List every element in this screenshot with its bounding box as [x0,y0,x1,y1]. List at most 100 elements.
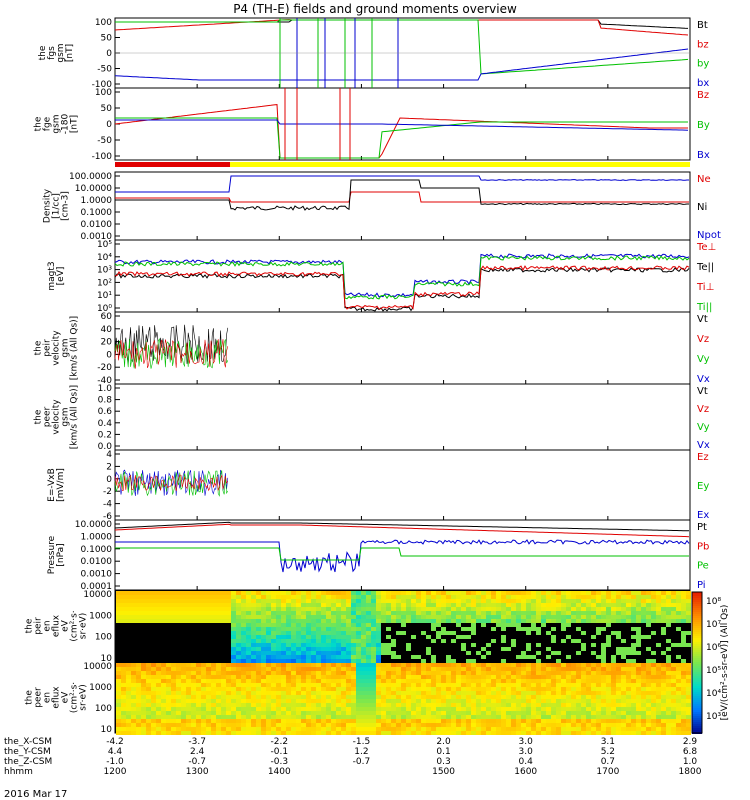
heat-cell [506,607,511,611]
heat-cell [601,651,606,655]
heat-cell [296,699,301,703]
heat-cell [211,691,216,695]
ytick-label-6-2: 0 [106,475,112,485]
heat-cell [271,607,276,611]
heat-cell [411,731,416,735]
heat-cell [416,675,421,679]
heat-cell [196,607,201,611]
heat-cell [386,675,391,679]
heat-cell [236,691,241,695]
colorbar-cell [692,614,702,616]
heat-cell [311,603,316,607]
heat-cell [531,727,536,731]
heat-cell [201,635,206,639]
heat-cell [286,687,291,691]
heat-cell [291,719,296,723]
heat-cell [371,643,376,647]
heat-cell [161,667,166,671]
heat-cell [201,719,206,723]
heat-cell [131,591,136,595]
heat-cell [391,595,396,599]
ytick-label-4-0: 60 [101,312,113,322]
heat-cell [126,719,131,723]
heat-cell [611,731,616,735]
heat-cell [466,699,471,703]
heat-cell [276,707,281,711]
heat-cell [321,611,326,615]
legend-1-1: By [697,120,710,131]
heat-cell [436,683,441,687]
heat-cell [251,595,256,599]
xaxis-value-0-4: 2.0 [436,737,451,747]
heat-cell [256,727,261,731]
heat-cell [281,707,286,711]
heat-cell [606,635,611,639]
heat-cell [676,651,681,655]
heat-cell [391,723,396,727]
heat-cell [576,607,581,611]
heat-cell [301,647,306,651]
heat-cell [616,635,621,639]
heat-cell [521,683,526,687]
heat-cell [401,651,406,655]
heat-cell [436,627,441,631]
heat-cell [446,651,451,655]
heat-cell [656,619,661,623]
heat-cell [611,659,616,663]
heat-cell [551,683,556,687]
heat-cell [176,707,181,711]
heat-cell [521,595,526,599]
heat-cell [401,639,406,643]
heat-cell [131,695,136,699]
heat-cell [141,631,146,635]
heat-cell [206,727,211,731]
heat-cell [626,655,631,659]
heat-cell [631,663,636,667]
heat-cell [656,679,661,683]
heat-cell [156,723,161,727]
heat-cell [491,679,496,683]
heat-cell [671,655,676,659]
heat-cell [236,731,241,735]
heat-cell [181,615,186,619]
heat-cell [466,607,471,611]
heat-cell [431,591,436,595]
heat-cell [636,615,641,619]
heat-cell [471,703,476,707]
heat-cell [211,591,216,595]
heat-cell [411,635,416,639]
heat-cell [276,643,281,647]
heat-cell [616,623,621,627]
heat-cell [266,727,271,731]
heat-cell [256,591,261,595]
heat-cell [251,647,256,651]
heat-cell [156,699,161,703]
heat-cell [516,691,521,695]
heat-cell [126,651,131,655]
heat-cell [126,655,131,659]
heat-cell [261,651,266,655]
heat-cell [291,603,296,607]
heat-cell [416,711,421,715]
heat-cell [426,607,431,611]
heat-cell [296,595,301,599]
heat-cell [511,611,516,615]
heat-cell [501,683,506,687]
heat-cell [621,727,626,731]
heat-cell [526,715,531,719]
heat-cell [606,707,611,711]
heat-cell [211,635,216,639]
heat-cell [321,699,326,703]
heat-cell [376,687,381,691]
heat-cell [246,615,251,619]
heat-cell [226,643,231,647]
heat-cell [411,703,416,707]
heat-cell [631,631,636,635]
heat-cell [181,731,186,735]
heat-cell [371,699,376,703]
colorbar-cell [692,706,702,708]
heat-cell [141,683,146,687]
heat-cell [601,631,606,635]
heat-cell [146,731,151,735]
